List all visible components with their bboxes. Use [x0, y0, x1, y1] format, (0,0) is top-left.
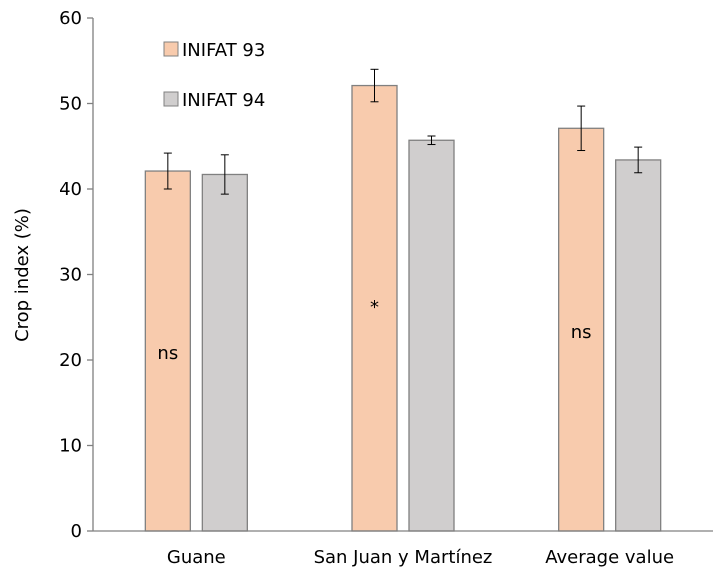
y-tick-label: 0: [71, 521, 82, 542]
significance-label: *: [370, 297, 379, 318]
y-tick-label: 60: [59, 8, 82, 29]
bar: [615, 159, 662, 532]
legend-swatch-inifat-94: [163, 91, 179, 107]
significance-label: ns: [157, 343, 178, 364]
significance-label: ns: [571, 322, 592, 343]
legend: INIFAT 93 INIFAT 94: [163, 40, 265, 111]
y-tick-label: 50: [59, 94, 82, 115]
y-tick-label: 40: [59, 179, 82, 200]
y-axis-title: Crop index (%): [12, 208, 33, 342]
bars-group: [144, 68, 662, 532]
legend-label-inifat-94: INIFAT 94: [182, 90, 265, 111]
y-axis-ticks: 0 10 20 30 40 50 60: [59, 8, 93, 542]
bar: [408, 139, 455, 532]
legend-label-inifat-93: INIFAT 93: [182, 40, 265, 61]
annotations-group: ns * ns: [157, 297, 591, 364]
x-tick-label: Guane: [167, 547, 226, 568]
x-tick-label: Average value: [545, 547, 674, 568]
x-tick-label: San Juan y Martínez: [314, 547, 493, 568]
y-tick-label: 30: [59, 265, 82, 286]
legend-swatch-inifat-93: [163, 41, 179, 57]
bar: [558, 127, 605, 532]
x-axis-labels: Guane San Juan y Martínez Average value: [167, 547, 674, 568]
y-tick-label: 10: [59, 436, 82, 457]
y-tick-label: 20: [59, 350, 82, 371]
bar: [201, 173, 248, 532]
